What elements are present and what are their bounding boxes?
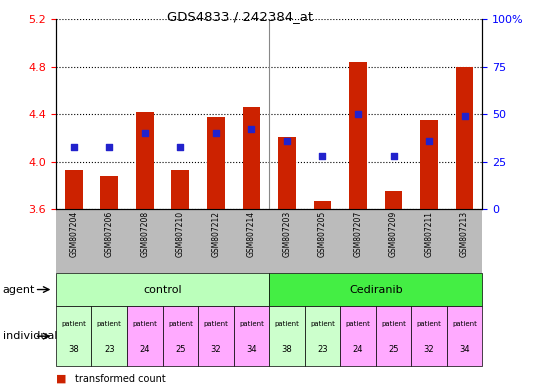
Text: 38: 38 bbox=[281, 345, 292, 354]
Text: 24: 24 bbox=[140, 345, 150, 354]
Text: patient: patient bbox=[274, 321, 300, 327]
Point bbox=[141, 130, 149, 136]
Text: 25: 25 bbox=[175, 345, 185, 354]
Text: individual: individual bbox=[3, 331, 57, 341]
Bar bbox=[349, 62, 367, 209]
Bar bbox=[278, 137, 296, 209]
Text: 32: 32 bbox=[211, 345, 221, 354]
Bar bbox=[420, 120, 438, 209]
Text: patient: patient bbox=[310, 321, 335, 327]
Text: 34: 34 bbox=[459, 345, 470, 354]
Point bbox=[318, 153, 327, 159]
Bar bbox=[65, 170, 83, 209]
Bar bbox=[313, 201, 332, 209]
Text: 24: 24 bbox=[353, 345, 364, 354]
Text: patient: patient bbox=[132, 321, 157, 327]
Text: patient: patient bbox=[97, 321, 122, 327]
Text: patient: patient bbox=[417, 321, 441, 327]
Text: patient: patient bbox=[239, 321, 264, 327]
Text: ■: ■ bbox=[56, 374, 67, 384]
Text: patient: patient bbox=[168, 321, 193, 327]
Point bbox=[247, 126, 256, 132]
Text: 32: 32 bbox=[424, 345, 434, 354]
Bar bbox=[243, 107, 260, 209]
Point bbox=[105, 144, 114, 150]
Point bbox=[425, 138, 433, 144]
Point bbox=[461, 113, 469, 119]
Text: agent: agent bbox=[3, 285, 35, 295]
Text: patient: patient bbox=[345, 321, 370, 327]
Text: 34: 34 bbox=[246, 345, 257, 354]
Point bbox=[282, 138, 291, 144]
Text: Cediranib: Cediranib bbox=[349, 285, 402, 295]
Text: patient: patient bbox=[381, 321, 406, 327]
Text: patient: patient bbox=[204, 321, 228, 327]
Text: 38: 38 bbox=[68, 345, 79, 354]
Text: 23: 23 bbox=[317, 345, 328, 354]
Bar bbox=[456, 67, 473, 209]
Point bbox=[212, 130, 220, 136]
Text: 25: 25 bbox=[388, 345, 399, 354]
Text: GDS4833 / 242384_at: GDS4833 / 242384_at bbox=[167, 10, 313, 23]
Point bbox=[354, 111, 362, 118]
Text: control: control bbox=[143, 285, 182, 295]
Bar bbox=[207, 117, 225, 209]
Text: patient: patient bbox=[452, 321, 477, 327]
Point bbox=[389, 153, 398, 159]
Text: patient: patient bbox=[61, 321, 86, 327]
Text: 23: 23 bbox=[104, 345, 115, 354]
Bar bbox=[385, 192, 402, 209]
Point bbox=[176, 144, 184, 150]
Text: transformed count: transformed count bbox=[75, 374, 165, 384]
Bar bbox=[136, 112, 154, 209]
Point bbox=[69, 144, 78, 150]
Bar bbox=[172, 170, 189, 209]
Bar bbox=[100, 176, 118, 209]
